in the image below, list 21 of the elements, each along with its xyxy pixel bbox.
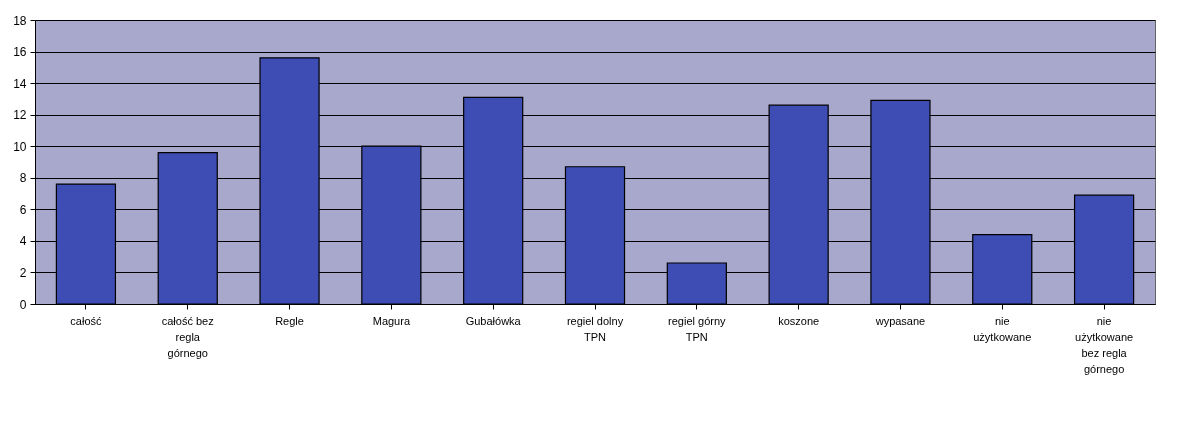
x-tick-label: Regle	[275, 314, 304, 327]
x-tick-label: koszone	[778, 314, 820, 327]
y-tick-label: 2	[19, 265, 27, 280]
y-tick-label: 10	[13, 139, 27, 154]
y-tick-label: 14	[13, 76, 27, 91]
x-tick-label: regiel górny TPN	[668, 314, 727, 343]
y-tick-label: 6	[19, 202, 27, 217]
y-tick-label: 12	[13, 108, 27, 123]
x-tick-label: regiel dolny TPN	[566, 314, 624, 343]
x-tick-label: Gubałówka	[465, 314, 522, 327]
x-tick-label: całość	[70, 314, 102, 327]
x-tick-label: nie użytkowane	[973, 314, 1032, 343]
y-tick-label: 16	[13, 45, 27, 60]
x-tick-label: całość bez regla górnego	[161, 314, 214, 359]
x-tick-label: nie użytkowane bez regla górnego	[1075, 314, 1134, 375]
y-tick-label: 0	[19, 297, 27, 312]
y-tick-label: 18	[13, 13, 27, 28]
x-tick-label: wypasane	[874, 314, 926, 327]
y-tick-label: 4	[19, 234, 27, 249]
x-tick-label: Magura	[372, 314, 411, 327]
y-tick-label: 8	[19, 171, 27, 186]
